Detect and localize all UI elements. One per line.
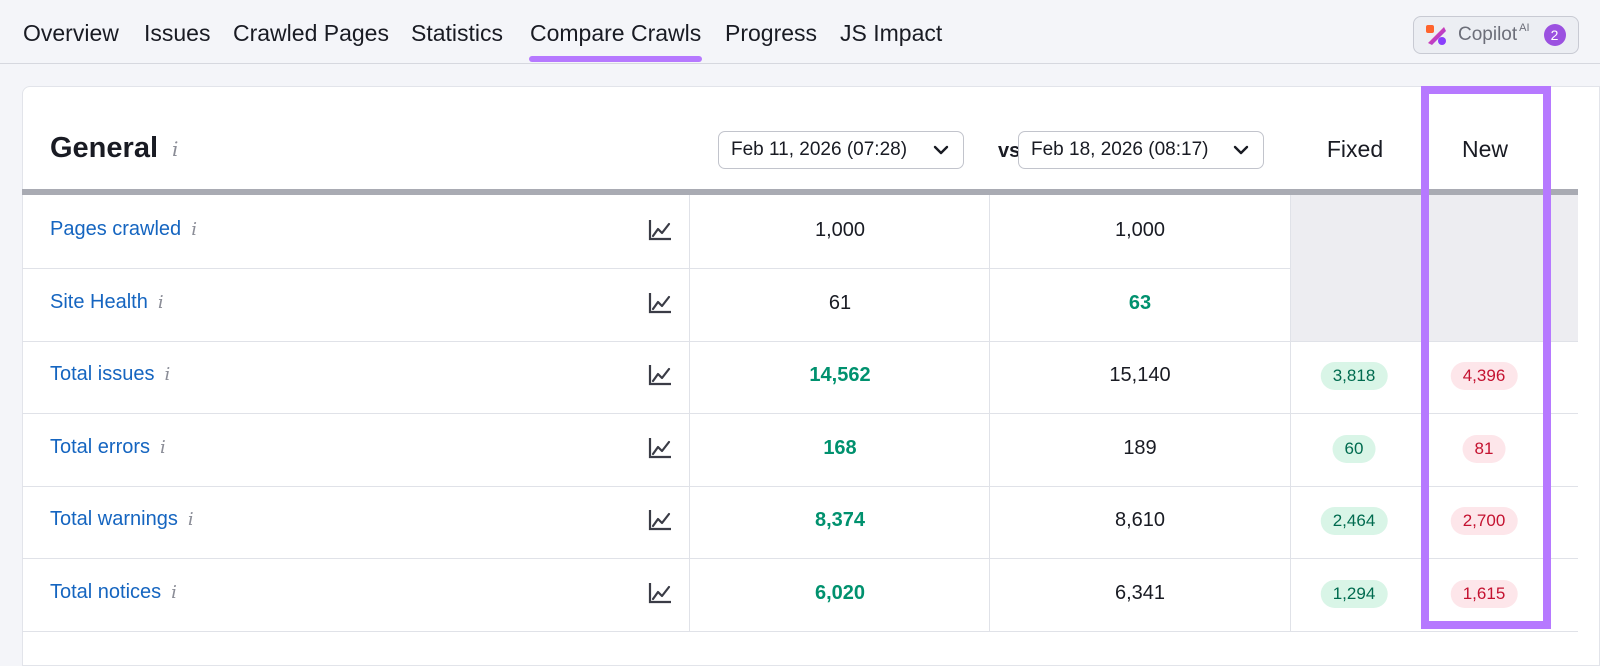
line-chart-icon[interactable] [648,437,672,464]
metric-link[interactable]: Total notices i [50,581,177,604]
tab-issues[interactable]: Issues [144,20,211,46]
column-divider [1290,195,1291,268]
column-divider [989,340,990,413]
fixed-count-badge: 2,464 [1320,507,1388,535]
fixed-count-badge: 60 [1332,434,1376,463]
metric-label: Site Health [50,290,148,313]
previous-crawl-value: 14,562 [809,364,871,386]
info-icon[interactable]: i [191,219,197,240]
new-count-badge: 81 [1462,434,1506,463]
top-navigation: Overview Issues Crawled Pages Statistics… [0,0,1600,64]
tab-progress[interactable]: Progress [725,20,818,46]
empty-cell [1290,195,1578,268]
column-divider [1290,557,1291,631]
column-divider [1290,267,1291,341]
column-divider [989,267,990,341]
column-divider [1290,340,1291,413]
column-divider [989,557,990,631]
crawl-date-1-value: Feb 11, 2026 (07:28) [731,139,908,160]
table-row: Total notices i 6,020 6,341 1,294 1,615 [22,557,1578,632]
table-row: Total issues i 14,562 15,140 3,818 4,396 [22,340,1578,414]
info-icon[interactable]: i [157,291,164,313]
vs-label: vs [998,140,1021,162]
metric-label: Total issues [50,363,155,385]
previous-crawl-value: 6,020 [814,581,866,604]
copilot-logo-icon [1426,25,1446,45]
header-divider [22,189,1578,195]
info-icon[interactable]: i [172,137,179,161]
fixed-column-header: Fixed [1326,136,1384,162]
fixed-count-badge: 1,294 [1320,579,1388,608]
column-divider [989,195,990,268]
table-row: Pages crawled i 1,000 1,000 [22,195,1578,269]
info-icon[interactable]: i [187,509,194,530]
tab-crawled-pages[interactable]: Crawled Pages [233,20,389,46]
tab-js-impact[interactable]: JS Impact [840,20,943,46]
current-crawl-value: 1,000 [1114,219,1166,241]
current-crawl-value: 189 [1123,436,1157,459]
new-count-badge: 4,396 [1450,362,1518,390]
column-divider [1290,485,1291,558]
line-chart-icon[interactable] [648,292,672,319]
previous-crawl-value: 8,374 [814,509,866,531]
table-row: Total warnings i 8,374 8,610 2,464 2,700 [22,485,1578,559]
table-row: Site Health i 61 63 [22,267,1578,342]
current-crawl-value: 15,140 [1109,364,1171,386]
copilot-count-badge: 2 [1543,24,1566,46]
info-icon[interactable]: i [160,436,166,458]
column-divider [689,340,690,413]
metric-link[interactable]: Total warnings i [50,508,194,531]
metric-link[interactable]: Total issues i [50,363,170,386]
metric-label: Total errors [50,435,151,458]
copilot-ai-superscript: AI [1519,22,1530,34]
chevron-down-icon [933,145,949,155]
metric-link[interactable]: Pages crawled i [50,218,197,241]
tab-overview[interactable]: Overview [23,20,119,46]
column-divider [989,412,990,486]
info-icon[interactable]: i [164,364,171,385]
new-column-header: New [1461,136,1508,162]
column-divider [689,557,690,631]
current-crawl-value: 8,610 [1114,509,1166,531]
copilot-label: Copilot [1458,24,1518,45]
previous-crawl-value: 1,000 [814,219,866,241]
empty-cell [1290,267,1578,341]
column-divider [689,267,690,341]
line-chart-icon[interactable] [648,219,672,246]
column-divider [1290,412,1291,486]
crawl-date-select-2[interactable]: Feb 18, 2026 (08:17) [1018,131,1264,169]
metric-label: Total warnings [50,508,178,530]
tab-statistics[interactable]: Statistics [411,20,504,46]
current-crawl-value: 63 [1128,291,1152,314]
table-row: Total errors i 168 189 60 81 [22,412,1578,487]
fixed-count-badge: 3,818 [1320,362,1388,390]
crawl-date-select-1[interactable]: Feb 11, 2026 (07:28) [718,131,964,169]
section-title: General [50,132,158,164]
chevron-down-icon [1233,145,1249,155]
column-divider [689,485,690,558]
line-chart-icon[interactable] [648,582,672,609]
previous-crawl-value: 61 [828,291,852,314]
new-count-badge: 2,700 [1450,507,1518,535]
metric-link[interactable]: Total errors i [50,436,166,459]
crawl-date-2-value: Feb 18, 2026 (08:17) [1031,139,1209,160]
previous-crawl-value: 168 [823,436,857,459]
line-chart-icon[interactable] [648,364,672,391]
metric-link[interactable]: Site Health i [50,291,164,314]
line-chart-icon[interactable] [648,509,672,536]
new-count-badge: 1,615 [1450,579,1518,608]
copilot-button[interactable]: Copilot AI 2 [1413,16,1579,54]
info-icon[interactable]: i [171,581,177,603]
metric-label: Total notices [50,580,162,603]
column-divider [689,195,690,268]
new-column-highlight [1421,86,1551,629]
current-crawl-value: 6,341 [1114,581,1166,604]
metric-label: Pages crawled [50,218,182,240]
tab-compare-crawls[interactable]: Compare Crawls [528,20,703,62]
column-divider [689,412,690,486]
column-divider [989,485,990,558]
